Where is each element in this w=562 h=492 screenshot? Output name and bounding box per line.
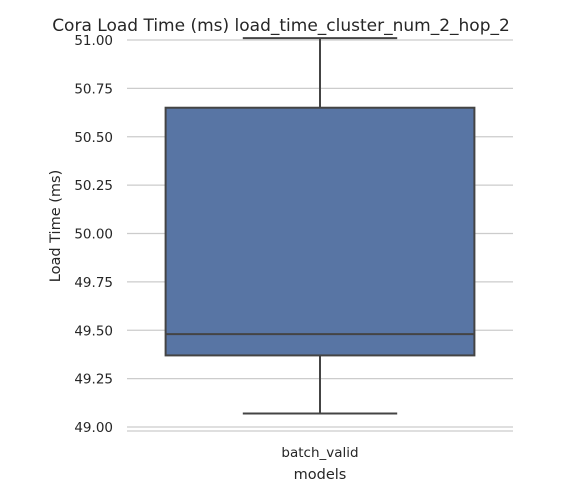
interquartile-box — [164, 106, 476, 357]
x-tick-label: batch_valid — [281, 445, 358, 461]
y-tick-label: 50.00 — [74, 227, 113, 243]
y-tick-label: 50.50 — [74, 130, 113, 146]
y-tick-label: 51.00 — [74, 33, 113, 49]
y-tick-label: 50.75 — [74, 81, 113, 97]
x-axis-label: models — [294, 467, 347, 483]
chart-title: Cora Load Time (ms) load_time_cluster_nu… — [52, 16, 510, 36]
x-tick-labels: batch_valid — [281, 445, 358, 461]
y-tick-label: 49.25 — [74, 372, 113, 388]
y-tick-label: 49.75 — [74, 275, 113, 291]
box-plot-marks — [164, 37, 476, 415]
y-tick-label: 49.00 — [74, 420, 113, 436]
y-tick-label: 50.25 — [74, 178, 113, 194]
y-tick-labels: 49.00 49.25 49.50 49.75 50.00 50.25 50.50 50.75… — [74, 33, 113, 436]
y-axis-label: Load Time (ms) — [48, 170, 64, 282]
y-tick-label: 49.50 — [74, 323, 113, 339]
